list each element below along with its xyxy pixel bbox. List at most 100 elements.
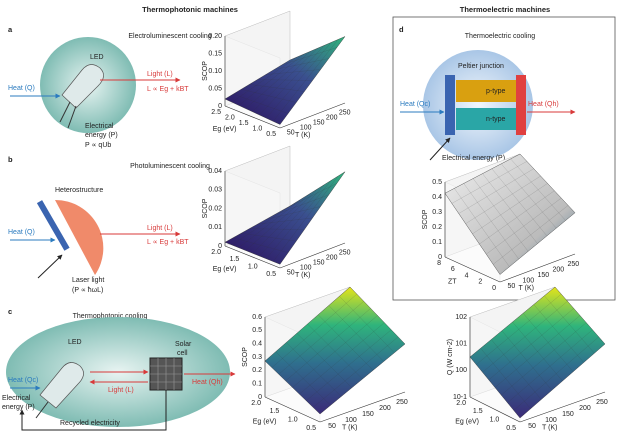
hemisphere (55, 199, 104, 275)
header: Thermophotonic machines (142, 5, 238, 14)
y-tick-label: 200 (379, 405, 391, 412)
led (59, 64, 104, 129)
z-axis-label: Q (W cm-2) (447, 339, 454, 375)
y-tick-label: 150 (313, 259, 325, 266)
label: p-type (486, 88, 506, 95)
mesh-line (512, 321, 563, 382)
surface (469, 286, 606, 419)
mesh-line (501, 163, 557, 229)
z-tick-label: 100 (455, 367, 467, 374)
y-tick-label: 50 (287, 129, 295, 136)
mesh-line (245, 193, 311, 251)
z-tick-label: 0.20 (208, 33, 222, 40)
mesh-line (533, 304, 584, 363)
x-axis-label: Eg (eV) (213, 126, 237, 133)
axis (499, 253, 576, 283)
axis (519, 391, 606, 423)
x-tick-label: 2.0 (456, 400, 466, 407)
z-tick-label: 0.05 (208, 85, 222, 92)
x-axis-label: Eg (eV) (455, 418, 479, 425)
mesh-line (510, 158, 566, 221)
z-tick-label: 0.4 (252, 341, 262, 348)
panel-letter: a (8, 25, 13, 34)
led (35, 362, 84, 419)
z-axis-label: SCOP (242, 347, 249, 367)
x-tick-label: 1.0 (248, 264, 258, 271)
y-axis-label: T (K) (519, 285, 534, 292)
cold-plate (445, 75, 455, 135)
surface (224, 36, 346, 125)
mesh-line (257, 217, 313, 225)
label: (P ∝ ħωL) (72, 287, 103, 294)
z-tick-label: 0 (258, 394, 262, 401)
y-tick-label: 50 (508, 283, 516, 290)
surface (444, 153, 576, 275)
x-tick-label: 1.0 (490, 417, 500, 424)
mesh-line (482, 173, 538, 244)
mesh-line (465, 175, 541, 224)
label: Heat (Q) (8, 229, 35, 236)
panel-letter: b (8, 155, 13, 164)
z-tick-label: 0 (218, 243, 222, 250)
label: L ∝ Eg + kBT (147, 239, 189, 246)
x-tick-label: 1.5 (239, 120, 249, 127)
x-tick-label: 1.5 (270, 408, 280, 415)
label: Light (L) (108, 387, 134, 394)
axis (264, 396, 321, 423)
y-tick-label: 150 (562, 411, 574, 418)
y-tick-label: 50 (287, 269, 295, 276)
z-tick-label: 0.15 (208, 50, 222, 57)
mesh-line (273, 194, 329, 216)
axis (224, 245, 281, 269)
z-tick-label: 0.04 (208, 168, 222, 175)
y-tick-label: 100 (300, 124, 312, 131)
axis (444, 256, 501, 283)
label: Solar (175, 341, 192, 348)
z-tick-label: 0.3 (252, 354, 262, 361)
z-tick-label: 0.5 (252, 327, 262, 334)
z-axis-label: SCOP (202, 61, 209, 81)
mesh-line (231, 201, 297, 246)
y-axis-label: T (K) (342, 424, 357, 431)
y-tick-label: 100 (345, 417, 357, 424)
label: Electrical (85, 123, 114, 130)
z-tick-label: 0.02 (208, 205, 222, 212)
mesh-line (491, 168, 547, 236)
x-tick-label: 1.5 (473, 408, 483, 415)
panel-title: Photoluminescent cooling (130, 163, 210, 170)
z-tick-label: 0.6 (252, 314, 262, 321)
y-tick-label: 50 (528, 423, 536, 430)
label: energy (P) (2, 404, 35, 411)
panel-letter: c (8, 307, 12, 316)
mesh-line (231, 56, 297, 103)
x-tick-label: 2.0 (225, 114, 235, 121)
y-axis-label: T (K) (295, 132, 310, 139)
mesh-line (451, 161, 527, 204)
wire (19, 390, 167, 431)
x-tick-label: 4 (465, 272, 469, 279)
y-tick-label: 100 (545, 417, 557, 424)
panel-title: Thermophotonic cooling (73, 313, 148, 320)
x-tick-label: 8 (437, 260, 441, 267)
mesh-line (544, 295, 595, 354)
heterostructure (36, 200, 70, 251)
mesh-line (271, 294, 357, 368)
y-tick-label: 250 (596, 399, 608, 406)
mesh-line (238, 197, 304, 248)
mesh-line (265, 206, 321, 220)
y-axis-label: T (K) (542, 424, 557, 431)
x-tick-label: 6 (451, 266, 455, 273)
x-tick-label: 0.5 (306, 425, 316, 432)
z-tick-label: 101 (455, 341, 467, 348)
y-tick-label: 250 (339, 109, 351, 116)
box (392, 16, 616, 301)
mesh-line (307, 323, 363, 380)
label: Electrical energy (P) (442, 155, 505, 162)
label: Light (L) (147, 225, 173, 232)
x-tick-label: 0.5 (266, 271, 276, 278)
z-tick-label: 0 (218, 103, 222, 110)
y-tick-label: 100 (523, 278, 535, 285)
z-tick-label: 0 (438, 254, 442, 261)
axis (279, 102, 346, 129)
label: Heat (Qh) (192, 379, 223, 386)
